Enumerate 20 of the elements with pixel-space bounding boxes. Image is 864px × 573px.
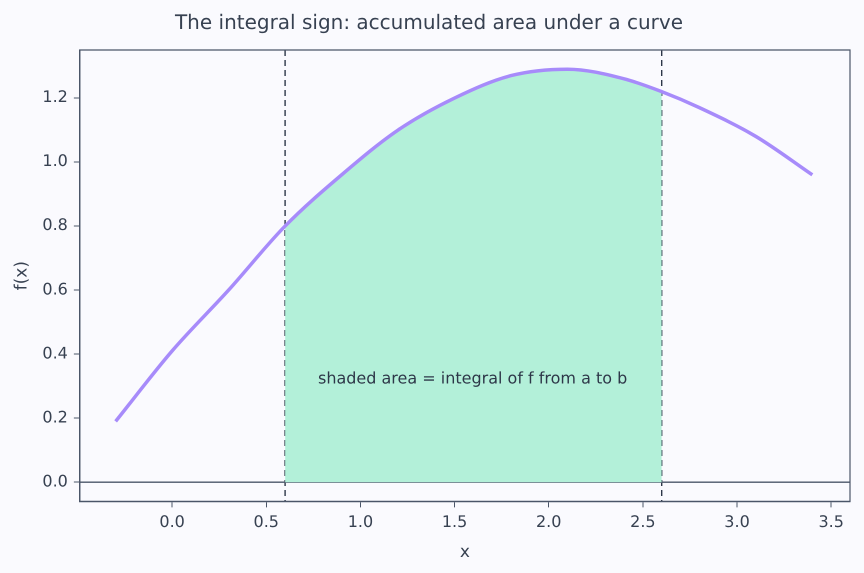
y-tick-label: 0.6 <box>42 279 68 298</box>
line-series <box>114 67 814 424</box>
x-tick-label: 1.0 <box>348 512 374 532</box>
x-tick-label: 0.0 <box>159 512 185 532</box>
chart-title: The integral sign: accumulated area under a curve <box>174 10 684 34</box>
x-tick-label: 2.5 <box>630 512 656 532</box>
annotation: shaded area = integral of f from a to b <box>318 368 628 388</box>
x-tick-label: 2.0 <box>536 512 562 532</box>
x-tick-label: 3.5 <box>818 512 844 532</box>
x-tick-label: 3.0 <box>724 512 750 532</box>
x-axis-title: x <box>460 542 470 562</box>
y-tick-label: 0.0 <box>42 471 68 490</box>
y-tick-label: 0.8 <box>42 215 68 234</box>
y-tick-label: 0.2 <box>42 407 68 426</box>
y-axis-title: f(x) <box>12 261 32 290</box>
y-tick-label: 1.2 <box>42 87 68 106</box>
x-tick-label: 1.5 <box>442 512 468 532</box>
y-tick-label: 1.0 <box>42 151 68 170</box>
x-tick-label: 0.5 <box>254 512 279 532</box>
y-tick-label: 0.4 <box>42 343 68 362</box>
